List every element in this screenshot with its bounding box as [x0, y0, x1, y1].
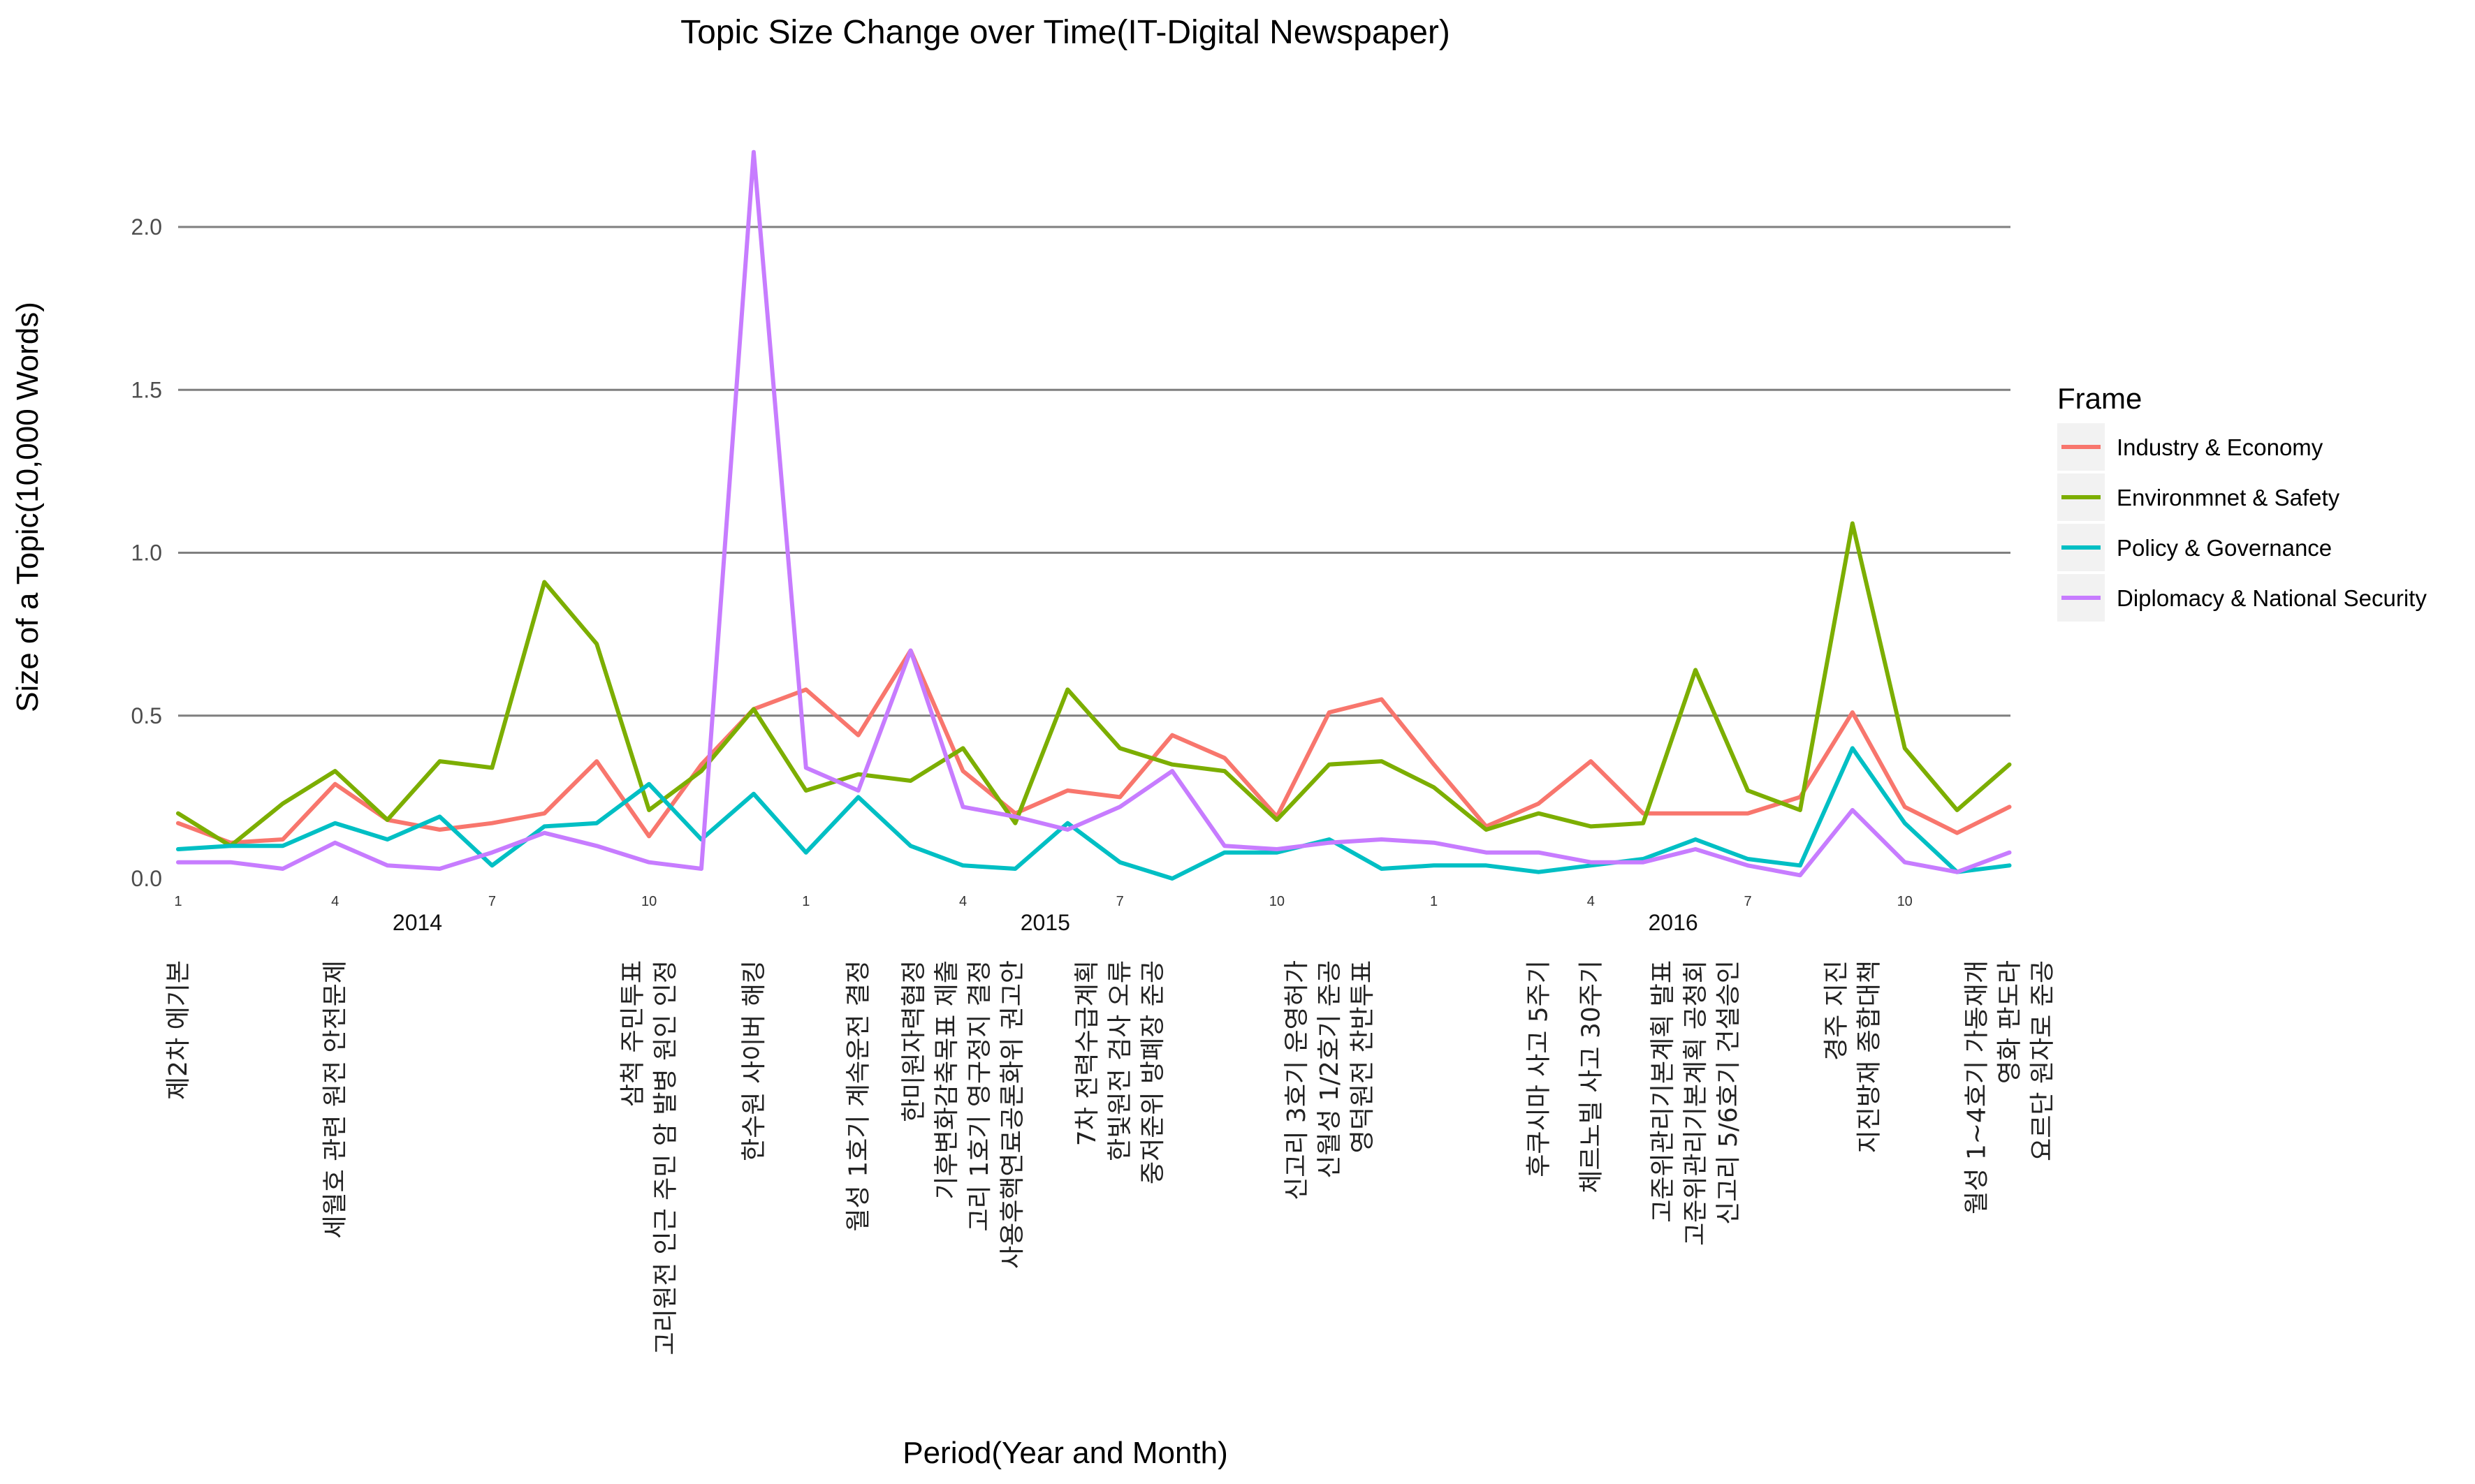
x-tick-label: 1 — [802, 894, 810, 909]
event-label: 고리 1호기 영구정지 결정 — [965, 960, 994, 1231]
event-label: 사용후핵연료공론화위 권고안 — [998, 960, 1027, 1269]
chart-title: Topic Size Change over Time(IT-Digital N… — [680, 14, 1450, 51]
year-label: 2015 — [1021, 910, 1070, 935]
event-label: 한빛원전 검사 오류 — [1106, 960, 1134, 1161]
legend-title: Frame — [2057, 382, 2142, 415]
legend-label: Policy & Governance — [2117, 535, 2332, 561]
series-line — [176, 521, 2012, 848]
x-tick-label: 1 — [1430, 894, 1438, 909]
y-tick-label: 1.5 — [131, 377, 162, 402]
legend-label: Diplomacy & National Security — [2117, 585, 2427, 611]
event-annotations: 제2차 에기본 세월호 관련 원전 안전문제 삼척 주민투표 고리원전 인근 주민 암… — [164, 960, 2057, 1355]
event-label: 경주 지진 — [1822, 960, 1850, 1061]
x-tick-label: 4 — [1587, 894, 1595, 909]
event-label: 기후변화감축목표 제출 — [933, 960, 961, 1200]
x-tick-label: 7 — [1744, 894, 1751, 909]
event-label: 고준위관리기본계획 발표 — [1649, 960, 1677, 1223]
event-label: 삼척 주민투표 — [619, 960, 648, 1107]
series-line — [176, 648, 2012, 845]
legend-label: Environmnet & Safety — [2117, 485, 2340, 510]
event-label: 영덕원전 찬반투표 — [1348, 960, 1377, 1153]
event-label: 신고리 3호기 운영허가 — [1283, 960, 1311, 1200]
x-axis-title: Period(Year and Month) — [903, 1436, 1228, 1470]
axes: 0.0 0.5 1.0 1.5 2.0 1 4 7 10 1 4 7 10 1 4 7 10 2014 2015 20… — [131, 214, 1913, 935]
year-label: 2016 — [1649, 910, 1698, 935]
y-axis-title: Size of a Topic(10,000 Words) — [10, 302, 45, 712]
event-label: 고리원전 인근 주민 암 발병 원인 인정 — [652, 960, 680, 1355]
event-label: 월성 1호기 계속운전 결정 — [845, 960, 873, 1231]
legend: Frame Industry & Economy Environmnet & Sa… — [2057, 382, 2427, 622]
x-tick-label: 10 — [641, 894, 657, 909]
x-tick-label: 10 — [1897, 894, 1913, 909]
event-label: 고준위관리기본계획 공청회 — [1681, 960, 1710, 1246]
grid-lines — [178, 226, 2010, 717]
x-tick-label: 1 — [174, 894, 182, 909]
event-label: 체르노빌 사고 30주기 — [1577, 960, 1605, 1193]
y-tick-label: 0.0 — [131, 866, 162, 891]
event-label: 한미원자력협정 — [900, 960, 928, 1122]
y-tick-label: 0.5 — [131, 703, 162, 728]
event-label: 중저준위 방폐장 준공 — [1139, 960, 1167, 1184]
event-label: 요르단 원자로 준공 — [2029, 960, 2057, 1161]
y-tick-label: 1.0 — [131, 541, 162, 566]
event-label: 신월성 1/2호기 준공 — [1315, 960, 1344, 1179]
event-label: 7차 전력수급계획 — [1073, 960, 1102, 1146]
x-tick-label: 4 — [331, 894, 339, 909]
y-tick-label: 2.0 — [131, 214, 162, 240]
event-label: 신고리 5/6호기 건설승인 — [1714, 960, 1743, 1225]
series-line — [176, 149, 2012, 878]
x-tick-label: 10 — [1269, 894, 1285, 909]
event-label: 한수원 사이버 해킹 — [740, 960, 768, 1161]
year-label: 2014 — [393, 910, 442, 935]
event-label: 영화 판도라 — [1996, 960, 2024, 1084]
event-label: 월성 1~4호기 가동재개 — [1963, 960, 1992, 1214]
event-label: 지진방재 종합대책 — [1855, 960, 1883, 1153]
event-label: 제2차 에기본 — [164, 960, 193, 1100]
x-tick-label: 7 — [488, 894, 496, 909]
event-label: 후쿠시마 사고 5주기 — [1524, 960, 1553, 1177]
x-tick-label: 7 — [1116, 894, 1124, 909]
series-lines — [176, 149, 2012, 881]
event-label: 세월호 관련 원전 안전문제 — [321, 960, 350, 1239]
legend-label: Industry & Economy — [2117, 434, 2323, 460]
x-tick-label: 4 — [959, 894, 967, 909]
